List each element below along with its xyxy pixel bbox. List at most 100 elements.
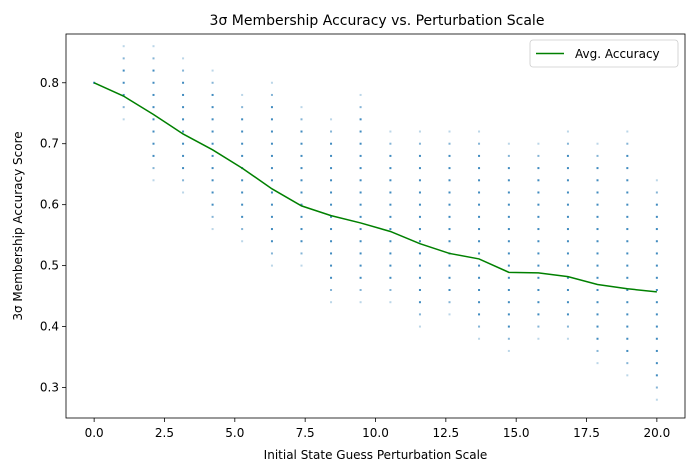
scatter-point xyxy=(626,374,629,377)
scatter-point xyxy=(182,81,185,84)
scatter-point xyxy=(211,203,214,206)
scatter-point xyxy=(241,154,244,157)
scatter-point xyxy=(448,289,451,291)
scatter-point xyxy=(270,167,273,170)
scatter-point xyxy=(596,167,599,170)
scatter-point xyxy=(507,240,510,243)
scatter-point xyxy=(330,301,333,304)
scatter-point xyxy=(389,167,392,170)
scatter-point xyxy=(596,240,599,243)
scatter-point xyxy=(122,57,125,60)
scatter-point xyxy=(655,289,658,291)
scatter-point xyxy=(418,301,421,304)
scatter-point xyxy=(507,289,510,291)
scatter-point xyxy=(418,130,421,133)
scatter-point xyxy=(359,191,362,194)
scatter-point xyxy=(566,154,569,157)
scatter-point xyxy=(330,289,333,291)
scatter-point xyxy=(270,81,273,84)
scatter-point xyxy=(448,276,451,279)
scatter-point xyxy=(566,215,569,218)
x-tick-label: 10.0 xyxy=(362,426,389,440)
scatter-point xyxy=(270,142,273,145)
scatter-point xyxy=(626,276,629,279)
scatter-point xyxy=(448,228,451,231)
scatter-point xyxy=(300,106,303,109)
scatter-point xyxy=(122,69,125,72)
scatter-point xyxy=(507,252,510,255)
scatter-point xyxy=(330,142,333,145)
scatter-point xyxy=(330,252,333,255)
scatter-point xyxy=(478,313,481,316)
scatter-point xyxy=(359,106,362,109)
scatter-point xyxy=(537,252,540,255)
scatter-point xyxy=(211,118,214,121)
scatter-point xyxy=(359,264,362,267)
scatter-point xyxy=(211,228,214,231)
scatter-point xyxy=(359,215,362,218)
scatter-point xyxy=(448,203,451,206)
plot-frame xyxy=(65,33,686,419)
scatter-point xyxy=(626,203,629,206)
scatter-point xyxy=(537,154,540,157)
scatter-point xyxy=(389,301,392,304)
scatter-point xyxy=(270,252,273,255)
scatter-point xyxy=(359,93,362,96)
scatter-point xyxy=(418,167,421,170)
scatter-point xyxy=(182,93,185,96)
scatter-point xyxy=(478,215,481,218)
scatter-point xyxy=(300,130,303,133)
scatter-point xyxy=(389,289,392,291)
x-tick-label: 5.0 xyxy=(225,426,244,440)
scatter-point xyxy=(152,142,155,145)
x-tick-label: 7.5 xyxy=(296,426,315,440)
scatter-point xyxy=(566,203,569,206)
scatter-point xyxy=(478,228,481,231)
scatter-point xyxy=(182,167,185,170)
scatter-point xyxy=(596,313,599,316)
scatter-point xyxy=(418,179,421,182)
scatter-point xyxy=(537,179,540,182)
scatter-point xyxy=(566,337,569,340)
scatter-point xyxy=(418,252,421,255)
scatter-point xyxy=(655,240,658,243)
scatter-point xyxy=(448,264,451,267)
scatter-point xyxy=(389,252,392,255)
scatter-point xyxy=(655,313,658,316)
scatter-point xyxy=(389,276,392,279)
scatter-point xyxy=(300,203,303,206)
scatter-point xyxy=(448,301,451,304)
scatter-point xyxy=(655,301,658,304)
scatter-point xyxy=(626,167,629,170)
scatter-point xyxy=(507,179,510,182)
scatter-point xyxy=(626,130,629,133)
scatter-point xyxy=(626,191,629,194)
x-axis-ticks: 0.0 2.5 5.0 7.5 10.0 12.5 15.0 17.5 20.0 xyxy=(85,418,670,440)
scatter-point xyxy=(655,203,658,206)
scatter-point xyxy=(330,167,333,170)
scatter-point xyxy=(537,337,540,340)
scatter-point xyxy=(596,215,599,218)
scatter-point xyxy=(655,349,658,352)
scatter-point xyxy=(389,142,392,145)
scatter-point xyxy=(418,313,421,316)
scatter-point xyxy=(655,374,658,377)
scatter-point xyxy=(537,215,540,218)
scatter-layer xyxy=(93,45,658,401)
scatter-point xyxy=(152,118,155,121)
scatter-point xyxy=(507,154,510,157)
scatter-point xyxy=(241,142,244,145)
scatter-point xyxy=(626,289,629,291)
scatter-point xyxy=(507,349,510,352)
scatter-point xyxy=(507,313,510,316)
scatter-point xyxy=(537,289,540,291)
scatter-point xyxy=(418,215,421,218)
scatter-point xyxy=(448,167,451,170)
scatter-point xyxy=(152,130,155,133)
scatter-point xyxy=(182,106,185,109)
scatter-point xyxy=(211,93,214,96)
scatter-point xyxy=(152,69,155,72)
scatter-point xyxy=(330,276,333,279)
scatter-point xyxy=(359,203,362,206)
